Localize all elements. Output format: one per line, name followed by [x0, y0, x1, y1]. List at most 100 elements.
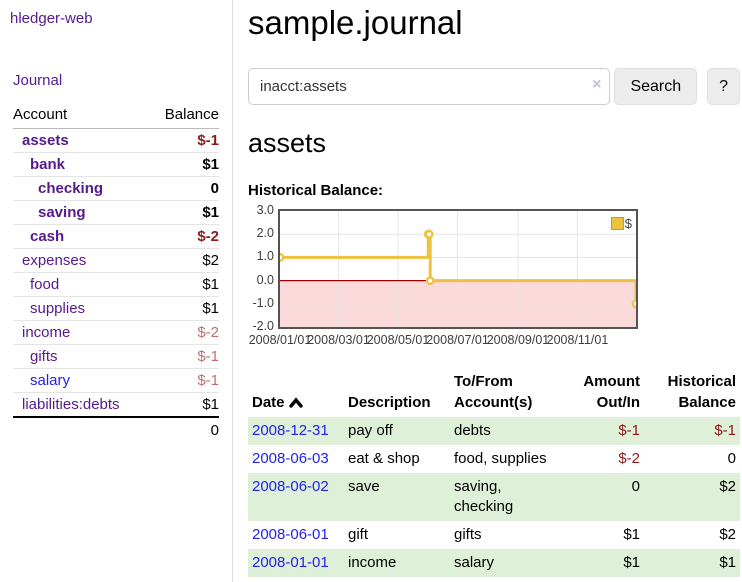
transaction-accounts: salary [454, 554, 495, 571]
y-tick-label: -1.0 [252, 295, 274, 310]
transaction-date-link[interactable]: 2008-06-01 [252, 526, 329, 543]
account-link-liabilities-debts[interactable]: liabilities:debts [22, 396, 120, 413]
account-row-food: food $1 [13, 272, 219, 297]
transaction-row: 2008-12-31 pay off debts $-1 $-1 [248, 417, 740, 445]
transactions-header-row: Date Description To/From Account(s) Amoun… [248, 369, 740, 417]
account-row-income: income $-2 [13, 320, 219, 345]
sidebar-item-journal[interactable]: Journal [13, 72, 63, 89]
page-title: sample.journal [248, 4, 463, 41]
account-row-saving: saving $1 [13, 200, 219, 225]
x-tick-label: 2008/01/01 [248, 333, 312, 347]
clear-search-icon[interactable]: × [592, 76, 602, 93]
transaction-description: pay off [348, 422, 393, 439]
x-tick-label: 2008/05/01 [366, 333, 430, 347]
transaction-description: gift [348, 526, 369, 543]
help-button[interactable]: ? [707, 68, 740, 105]
account-row-liabilities-debts: liabilities:debts $1 [13, 392, 219, 418]
account-link-assets[interactable]: assets [22, 132, 69, 149]
search-button[interactable]: Search [614, 68, 698, 105]
account-balance: $1 [149, 152, 219, 177]
historical-balance-chart: $ 3.0 2.0 1.0 0.0 -1.0 -2.0 2008/01/01 2008/03… [248, 203, 642, 351]
account-link-cash[interactable]: cash [30, 228, 65, 245]
col-date[interactable]: Date [248, 369, 344, 417]
legend-swatch-icon [610, 217, 624, 230]
col-description: Description [348, 394, 431, 411]
chart-legend: $ [610, 216, 632, 231]
transaction-description: save [348, 478, 380, 495]
account-row-bank: bank $1 [13, 152, 219, 177]
transaction-balance: $2 [719, 526, 736, 543]
search-input[interactable] [248, 68, 611, 105]
transaction-balance: $-1 [714, 422, 736, 439]
transaction-date-link[interactable]: 2008-06-02 [252, 478, 329, 495]
account-balance: $1 [149, 296, 219, 321]
account-balance: $2 [149, 248, 219, 273]
transaction-date-link[interactable]: 2008-06-03 [252, 450, 329, 467]
transaction-amount: $1 [623, 526, 640, 543]
chart-title: Historical Balance: [248, 182, 384, 199]
brand-link[interactable]: hledger-web [10, 10, 93, 27]
transaction-balance: $2 [719, 478, 736, 495]
y-tick-label: 1.0 [256, 249, 274, 264]
account-balance: $-1 [149, 128, 219, 153]
x-tick-label: 2008/07/01 [426, 333, 489, 347]
y-tick-label: 2.0 [256, 226, 274, 241]
x-tick-label: 2008/11/01 [546, 333, 609, 347]
account-row-expenses: expenses $2 [13, 248, 219, 273]
account-link-salary[interactable]: salary [30, 372, 71, 389]
transaction-amount: $1 [623, 554, 640, 571]
account-row-checking: checking 0 [13, 176, 219, 201]
account-link-saving[interactable]: saving [38, 204, 86, 221]
transaction-row: 2008-06-02 save saving, checking 0 $2 [248, 473, 740, 521]
transaction-amount: $-1 [618, 422, 640, 439]
account-balance: $-1 [149, 368, 219, 393]
account-heading: assets [248, 128, 327, 158]
x-tick-label: 2008/03/01 [307, 333, 370, 347]
col-amount: Amount Out/In [583, 373, 640, 411]
sort-ascending-icon [288, 397, 303, 408]
transactions-table: Date Description To/From Account(s) Amoun… [248, 369, 740, 577]
y-tick-label: 0.0 [256, 272, 274, 287]
accounts-total-row: 0 [13, 416, 219, 442]
main-content: sample.journal × Search ? assets Histori… [248, 0, 740, 577]
account-row-salary: salary $-1 [13, 368, 219, 393]
transaction-accounts: gifts [454, 526, 482, 543]
transaction-amount: $-2 [618, 450, 640, 467]
account-balance: $1 [149, 272, 219, 297]
account-link-supplies[interactable]: supplies [30, 300, 86, 317]
transaction-accounts: food, supplies [454, 450, 547, 467]
transaction-accounts: saving, checking [454, 478, 514, 515]
accounts-total-value: 0 [149, 416, 219, 442]
account-balance: $-2 [149, 224, 219, 249]
account-row-gifts: gifts $-1 [13, 344, 219, 369]
account-link-expenses[interactable]: expenses [22, 252, 87, 269]
account-link-checking[interactable]: checking [38, 180, 104, 197]
account-link-income[interactable]: income [22, 324, 71, 341]
transaction-date-link[interactable]: 2008-12-31 [252, 422, 329, 439]
account-balance: 0 [149, 176, 219, 201]
transaction-row: 2008-06-03 eat & shop food, supplies $-2… [248, 445, 740, 473]
account-balance: $-2 [149, 320, 219, 345]
accounts-table: Account Balance assets $-1 bank $1 checkin… [13, 103, 219, 442]
account-link-food[interactable]: food [30, 276, 60, 293]
y-tick-label: 3.0 [256, 203, 274, 217]
col-balance: Historical Balance [667, 373, 736, 411]
account-link-bank[interactable]: bank [30, 156, 66, 173]
accounts-header-row: Account Balance [13, 103, 219, 129]
chart-plot-area: $ [278, 209, 638, 329]
transaction-amount: 0 [631, 478, 640, 495]
search-bar: × Search ? [248, 68, 740, 105]
account-row-supplies: supplies $1 [13, 296, 219, 321]
transaction-description: eat & shop [348, 450, 420, 467]
account-balance: $1 [149, 392, 219, 418]
account-link-gifts[interactable]: gifts [30, 348, 58, 365]
legend-label: $ [624, 216, 632, 231]
transaction-balance: 0 [727, 450, 736, 467]
account-balance: $1 [149, 200, 219, 225]
account-row-assets: assets $-1 [13, 128, 219, 153]
sidebar: hledger-web Journal Account Balance asse… [0, 0, 233, 582]
transaction-accounts: debts [454, 422, 491, 439]
transaction-date-link[interactable]: 2008-01-01 [252, 554, 329, 571]
transaction-row: 2008-06-01 gift gifts $1 $2 [248, 521, 740, 549]
account-balance: $-1 [149, 344, 219, 369]
